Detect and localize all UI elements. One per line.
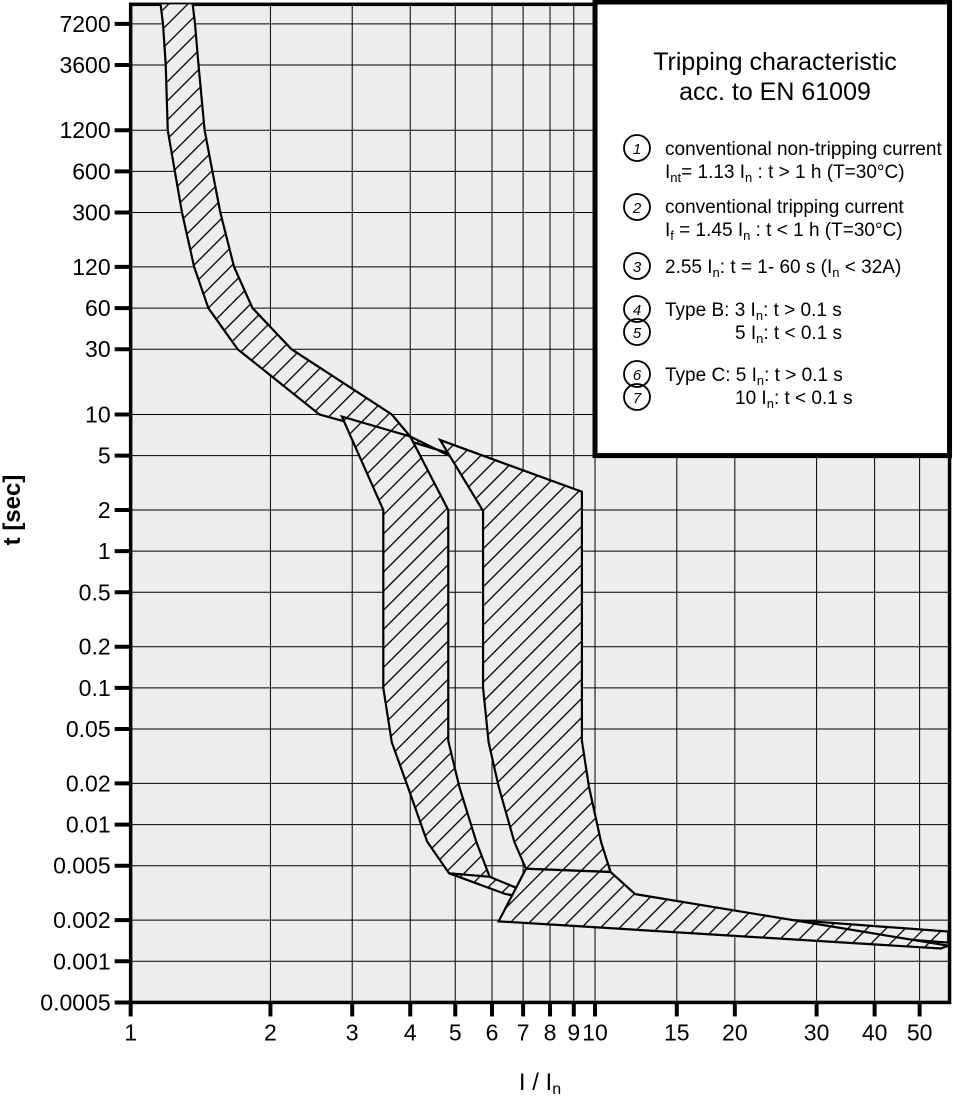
svg-text:3: 3 [346,1019,359,1045]
svg-text:conventional non-tripping curr: conventional non-tripping current [665,139,942,160]
svg-text:Tripping characteristic: Tripping characteristic [653,48,897,76]
svg-text:0.05: 0.05 [66,716,111,742]
svg-text:15: 15 [664,1019,690,1045]
svg-text:2.55 In: t = 1- 60 s (In < 32A: 2.55 In: t = 1- 60 s (In < 32A) [665,257,901,280]
svg-text:Int= 1.13 In : t > 1 h (T=30: Int= 1.13 In : t > 1 h (T=30°C) [665,162,905,185]
svg-text:9: 9 [567,1019,580,1045]
svg-text:1: 1 [124,1019,137,1045]
svg-text:Type C: 5 In: t > 0.1 s: Type C: 5 In: t > 0.1 s [665,365,843,388]
svg-text:7: 7 [517,1019,530,1045]
svg-text:3600: 3600 [59,52,110,78]
svg-text:120: 120 [72,254,110,280]
svg-text:0.005: 0.005 [53,853,111,879]
svg-text:5: 5 [633,325,642,342]
svg-text:300: 300 [72,200,110,226]
svg-text:30: 30 [804,1019,830,1045]
svg-text:3: 3 [633,259,642,276]
svg-text:0.002: 0.002 [53,907,111,933]
svg-text:0.5: 0.5 [79,579,111,605]
svg-text:0.1: 0.1 [79,675,111,701]
svg-text:40: 40 [862,1019,888,1045]
svg-text:acc. to EN 61009: acc. to EN 61009 [679,78,871,106]
svg-text:20: 20 [722,1019,748,1045]
svg-text:0.0005: 0.0005 [40,989,110,1015]
svg-text:Type B: 3 In: t > 0.1 s: Type B: 3 In: t > 0.1 s [665,300,842,323]
svg-text:1: 1 [98,538,111,564]
svg-text:0.02: 0.02 [66,770,111,796]
svg-text:10: 10 [85,401,111,427]
svg-text:0.2: 0.2 [79,634,111,660]
svg-text:2: 2 [264,1019,277,1045]
svg-text:2: 2 [98,497,111,523]
svg-text:7200: 7200 [59,11,110,37]
svg-text:1200: 1200 [59,117,110,143]
svg-text:50: 50 [907,1019,933,1045]
svg-text:30: 30 [85,336,111,362]
svg-text:10: 10 [582,1019,608,1045]
svg-text:2: 2 [632,200,642,217]
svg-text:8: 8 [544,1019,557,1045]
svg-text:4: 4 [633,302,641,319]
svg-text:1: 1 [633,141,641,158]
svg-text:0.001: 0.001 [53,948,111,974]
svg-text:4: 4 [404,1019,417,1045]
svg-text:t [sec]: t [sec] [0,475,26,546]
svg-text:conventional tripping current: conventional tripping current [665,197,904,218]
svg-text:5: 5 [98,443,111,469]
svg-text:7: 7 [633,390,642,407]
svg-text:0.01: 0.01 [66,812,111,838]
svg-text:If = 1.45 In : t < 1 h (T=30: If = 1.45 In : t < 1 h (T=30°C) [665,220,903,243]
svg-text:6: 6 [633,367,642,384]
svg-text:5: 5 [449,1019,462,1045]
svg-text:60: 60 [85,295,111,321]
svg-text:5 In: t < 0.1 s: 5 In: t < 0.1 s [735,323,842,346]
svg-text:10 In: t < 0.1 s: 10 In: t < 0.1 s [735,388,853,411]
svg-text:6: 6 [486,1019,499,1045]
svg-text:600: 600 [72,158,110,184]
